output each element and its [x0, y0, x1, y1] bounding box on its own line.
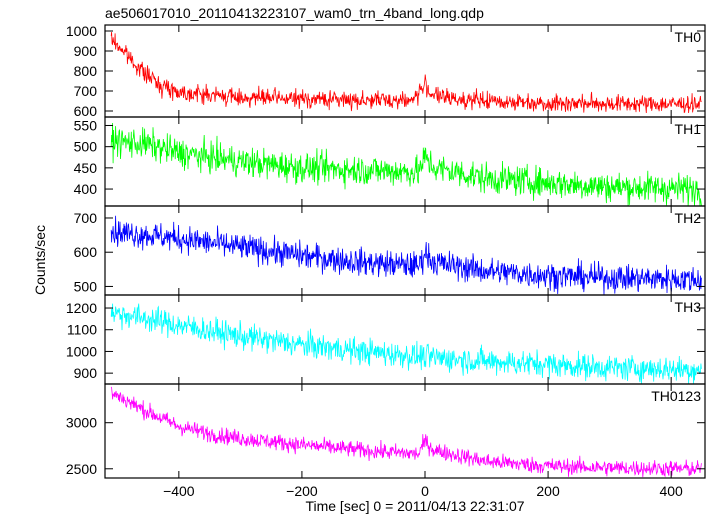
- panel-th0123: 2500 3000 TH0123: [66, 383, 706, 479]
- panel-th1: 400 450 500 550 TH1: [74, 116, 706, 207]
- panel-label: TH0: [675, 29, 702, 45]
- x-tick-label: −200: [286, 483, 318, 499]
- y-tick-label: 1000: [66, 23, 97, 39]
- x-tick-label: −400: [163, 483, 195, 499]
- panel-frame: [104, 205, 706, 296]
- y-tick-label: 800: [74, 63, 98, 79]
- x-axis-label: Time [sec] 0 = 2011/04/13 22:31:07: [305, 498, 524, 514]
- y-tick-label: 600: [74, 244, 98, 260]
- y-tick-label: 1000: [66, 343, 97, 359]
- x-tick-label: 0: [421, 483, 429, 499]
- panel-frame: [104, 383, 706, 479]
- panel-label: TH1: [675, 121, 702, 137]
- y-tick-label: 1200: [66, 300, 97, 316]
- panel-frame: [104, 294, 706, 385]
- panel-label: TH3: [675, 299, 702, 315]
- panel-th3: 900 1000 1100 1200 TH3: [66, 294, 706, 385]
- series-line-th1: [110, 122, 702, 207]
- panel-th0: 600 700 800 900 1000 TH0: [66, 23, 706, 119]
- y-tick-label: 500: [74, 139, 98, 155]
- panel-label: TH2: [675, 210, 702, 226]
- y-tick-label: 900: [74, 365, 98, 381]
- panel-stack: 600 700 800 900 1000 TH0 400 450 500 550 TH1 500 600…: [66, 23, 706, 499]
- y-tick-label: 900: [74, 43, 98, 59]
- panel-th2: 500 600 700 TH2: [74, 205, 706, 296]
- series-line-th3: [110, 303, 702, 385]
- y-tick-label: 550: [74, 117, 98, 133]
- y-tick-label: 400: [74, 181, 98, 197]
- x-tick-label: 400: [659, 483, 683, 499]
- y-tick-label: 700: [74, 83, 98, 99]
- y-tick-label: 450: [74, 160, 98, 176]
- series-line-th0123: [110, 386, 702, 478]
- chart-title: ae506017010_20110413223107_wam0_trn_4ban…: [105, 5, 484, 21]
- y-axis-label: Counts/sec: [32, 225, 48, 295]
- series-line-th0: [110, 32, 702, 114]
- y-tick-label: 1100: [67, 322, 97, 338]
- panel-label: TH0123: [651, 388, 701, 404]
- x-tick-label: 200: [536, 483, 560, 499]
- y-tick-label: 2500: [66, 461, 97, 477]
- y-tick-label: 600: [74, 103, 98, 119]
- y-tick-label: 500: [74, 278, 98, 294]
- y-tick-label: 3000: [66, 415, 97, 431]
- y-tick-label: 700: [74, 210, 98, 226]
- series-line-th2: [110, 215, 702, 296]
